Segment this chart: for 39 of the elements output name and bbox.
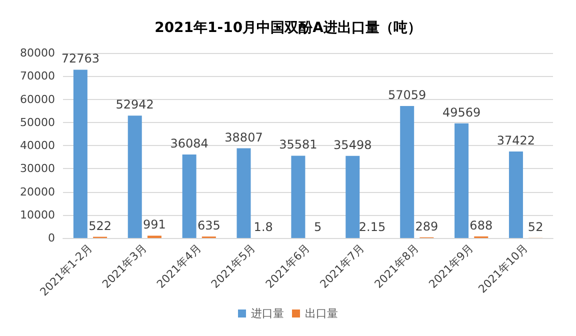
data-label: 688 (470, 218, 493, 232)
data-label: 36084 (170, 136, 208, 151)
data-label: 35498 (334, 138, 372, 152)
data-label: 52 (528, 220, 544, 234)
bar (454, 123, 469, 238)
data-label: 37422 (496, 133, 536, 148)
data-label: 35581 (279, 138, 318, 152)
data-label: 991 (143, 218, 166, 232)
y-tick-label: 40000 (20, 139, 55, 152)
bar (508, 151, 523, 238)
chart-title: 2021年1-10月中国双酚A进出口量（吨） (154, 20, 422, 36)
data-label: 38807 (224, 130, 263, 144)
y-tick-label: 20000 (20, 185, 55, 198)
data-label: 2.15 (358, 220, 386, 234)
y-tick-label: 0 (48, 232, 55, 244)
bar (182, 154, 196, 238)
bar (73, 70, 88, 238)
y-tick-label: 30000 (20, 162, 55, 176)
data-label: 72763 (61, 52, 100, 66)
legend-label: 进口量 (251, 307, 284, 320)
bar (346, 156, 360, 238)
y-tick-label: 10000 (20, 208, 55, 222)
legend-label: 出口量 (305, 307, 338, 320)
data-label: 635 (197, 218, 220, 233)
bar (291, 156, 306, 238)
bar (400, 106, 414, 238)
bar (236, 148, 251, 238)
y-tick-label: 70000 (20, 70, 55, 83)
data-label: 1.8 (254, 220, 273, 234)
data-label: 57059 (388, 88, 426, 102)
y-tick-label: 80000 (20, 46, 55, 60)
data-label: 289 (415, 219, 438, 234)
data-label: 49569 (442, 105, 481, 120)
bar (128, 116, 142, 238)
data-label: 5 (314, 220, 322, 234)
y-tick-label: 60000 (20, 92, 55, 106)
y-tick-label: 50000 (20, 116, 55, 129)
data-label: 52942 (116, 98, 154, 112)
data-label: 522 (88, 218, 112, 233)
